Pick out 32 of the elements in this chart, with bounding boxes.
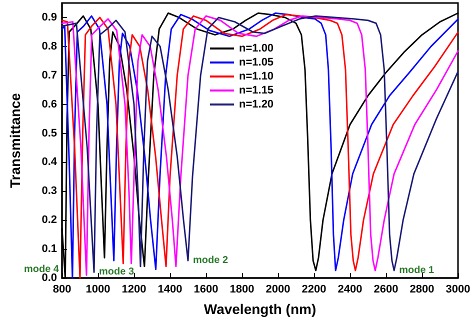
legend-label: n=1.15	[239, 84, 274, 96]
x-tick-label: 2400	[338, 284, 362, 296]
y-tick-label: 0.6	[42, 98, 57, 110]
x-tick-label: 1400	[158, 284, 182, 296]
x-tick-label: 2800	[410, 284, 434, 296]
y-tick-label: 0.8	[42, 40, 57, 52]
x-tick-label: 1200	[122, 284, 146, 296]
x-tick-label: 2600	[374, 284, 398, 296]
x-tick-label: 2000	[266, 284, 290, 296]
x-tick-label: 1600	[194, 284, 218, 296]
annotation: mode 3	[99, 266, 134, 278]
x-tick-label: 1800	[230, 284, 254, 296]
y-axis-title: Transmittance	[7, 92, 23, 188]
x-tick-label: 1000	[86, 284, 110, 296]
legend-label: n=1.05	[239, 56, 274, 68]
legend-label: n=1.00	[239, 42, 274, 54]
annotation: mode 2	[193, 255, 228, 266]
y-tick-label: 0.7	[42, 69, 57, 82]
y-tick-label: 0.2	[42, 214, 57, 226]
y-tick-label: 0.5	[42, 127, 57, 140]
x-tick-label: 3000	[446, 284, 470, 296]
y-tick-label: 0.0	[42, 272, 57, 284]
x-tick-label: 800	[52, 284, 72, 296]
y-tick-label: 0.4	[42, 156, 58, 168]
x-axis-title: Wavelength (nm)	[204, 301, 316, 317]
legend-label: n=1.10	[239, 70, 274, 82]
x-tick-label: 2200	[302, 284, 326, 296]
y-tick-label: 0.3	[42, 185, 57, 198]
y-tick-label: 0.1	[42, 243, 57, 256]
y-tick-label: 0.9	[42, 11, 57, 24]
legend-label: n=1.20	[239, 98, 274, 110]
annotation: mode 1	[399, 264, 435, 276]
